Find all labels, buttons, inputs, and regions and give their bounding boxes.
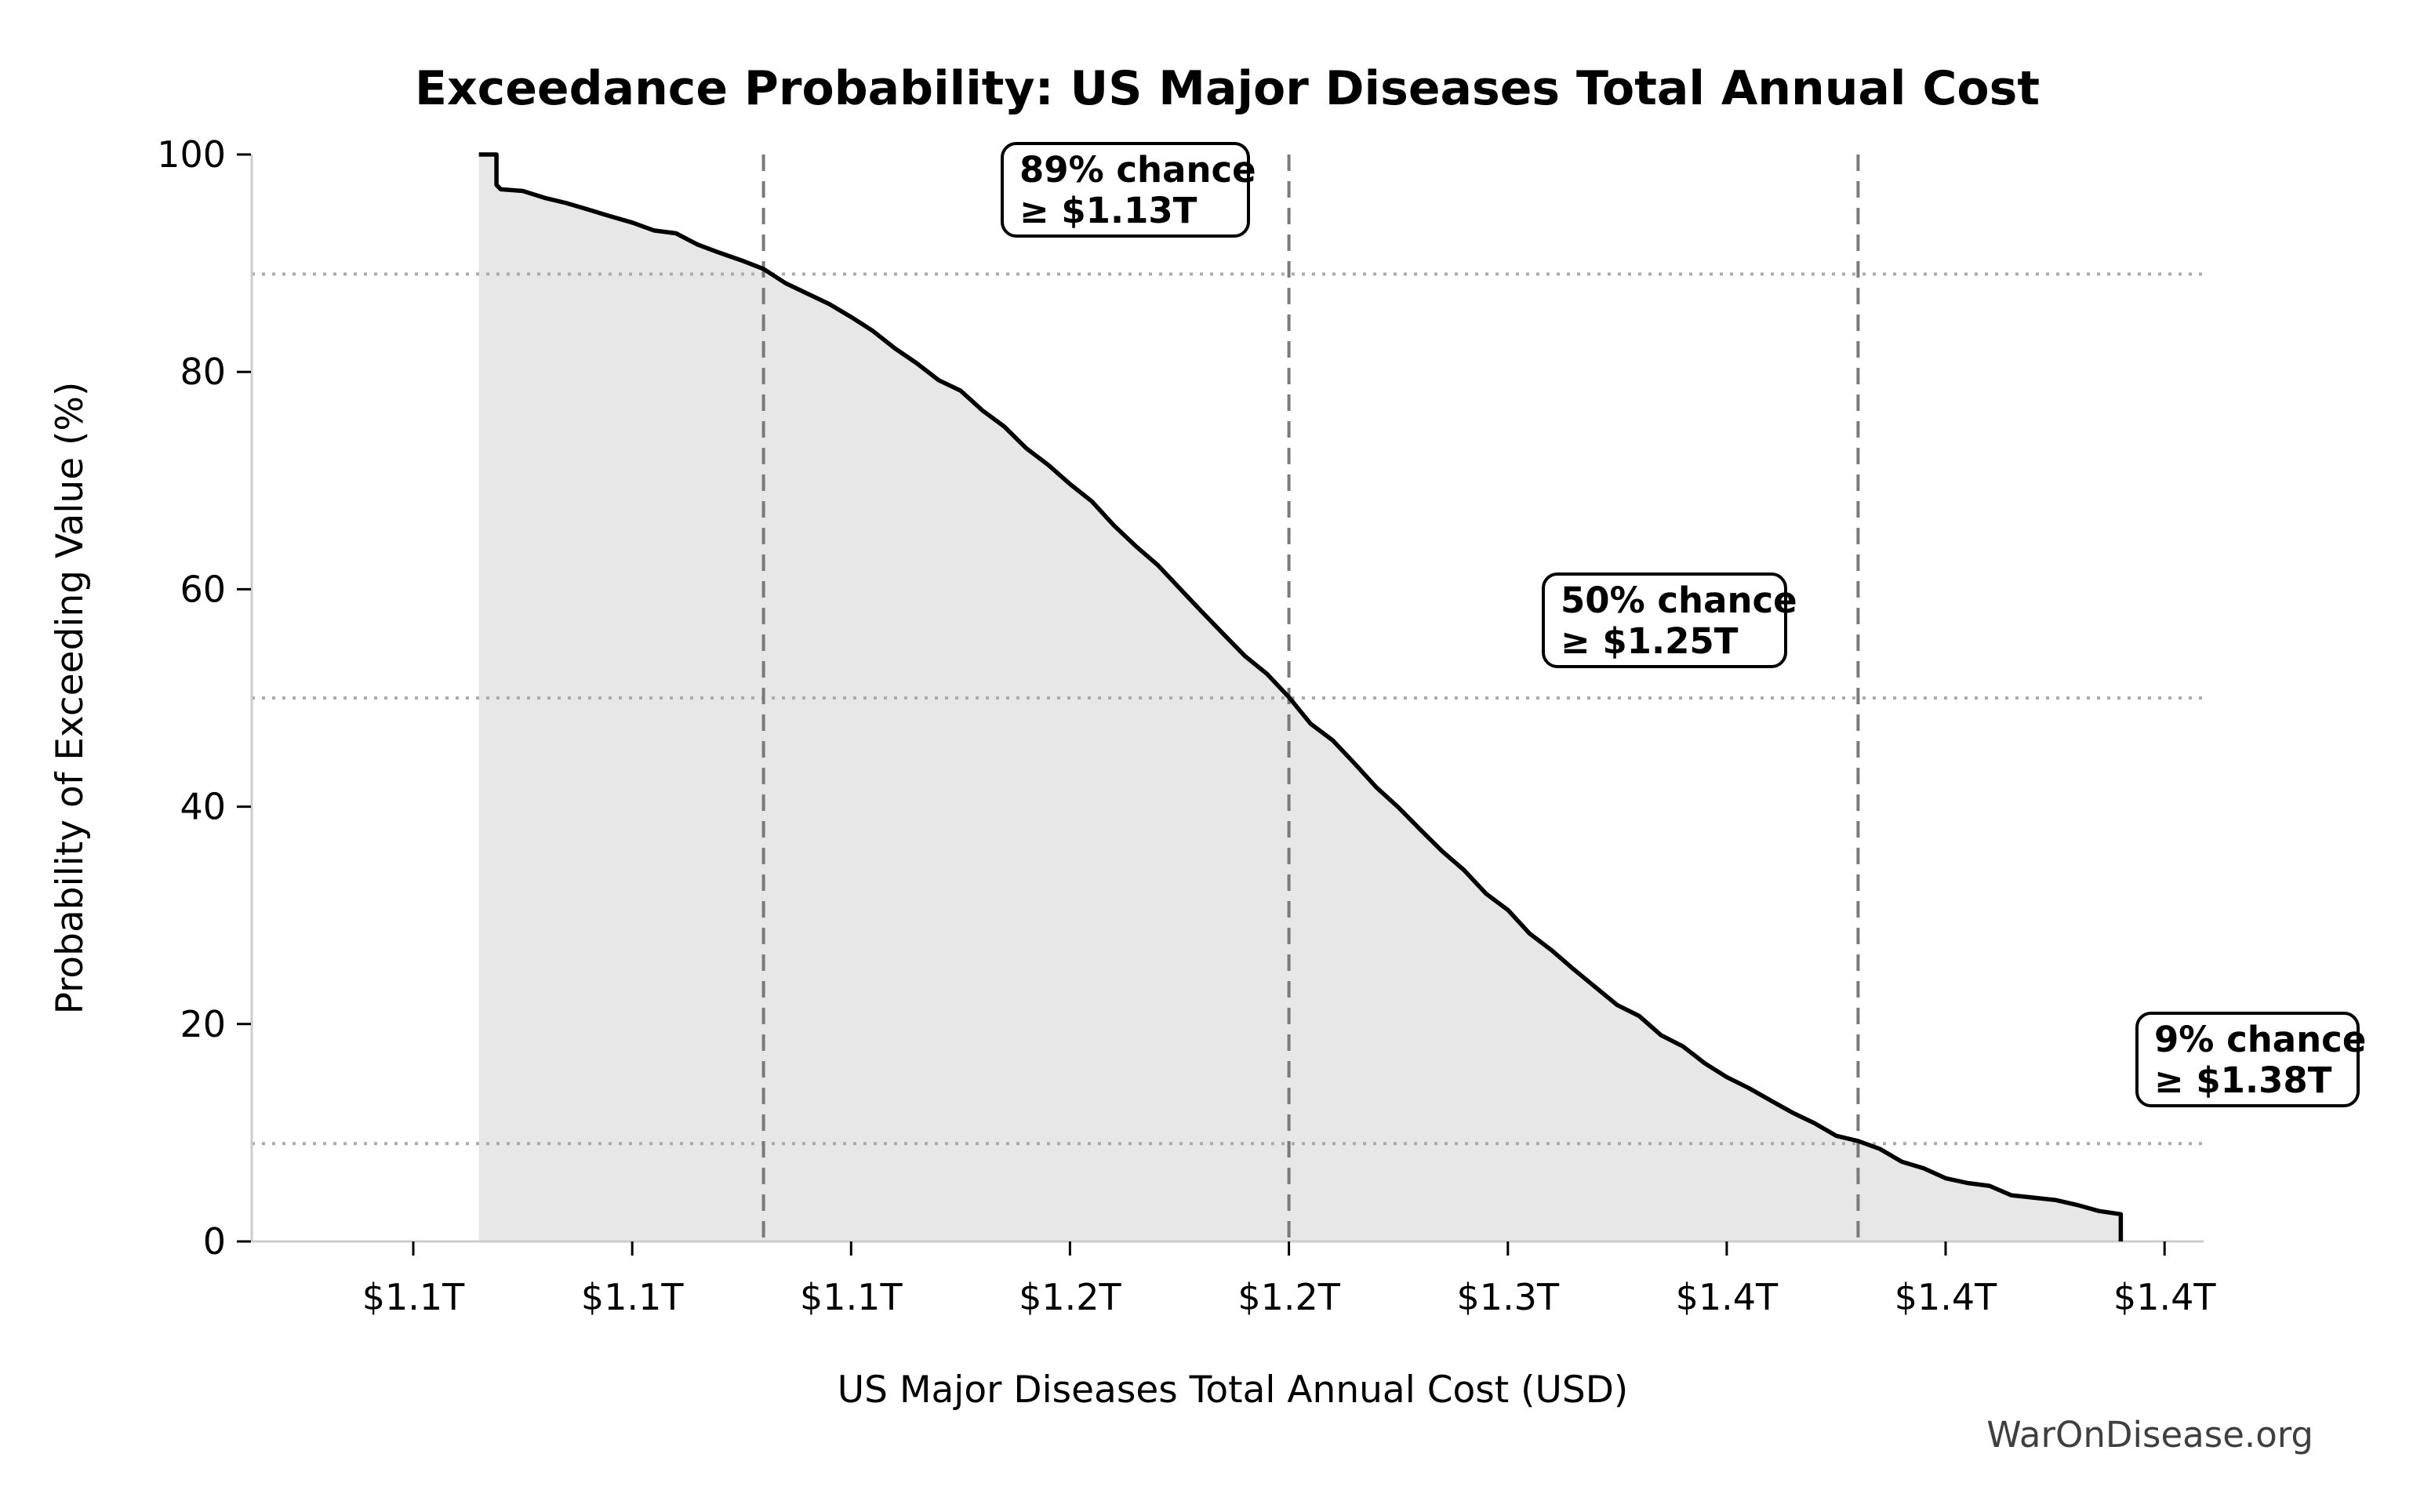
y-tick-label: 100 [157, 133, 226, 176]
x-tick-label: $1.4T [1676, 1276, 1779, 1318]
watermark: WarOnDisease.org [1986, 1414, 2313, 1456]
exceedance-curve [478, 152, 2124, 1241]
annotation-9pct-box [2135, 1012, 2360, 1107]
annotation-9pct: 9% chance ≥ $1.38T [2135, 1012, 2366, 1107]
annotation-89pct-line1: 89% chance [1019, 149, 1256, 191]
x-axis-label: US Major Diseases Total Annual Cost (USD… [838, 1368, 1628, 1412]
x-tick-label: $1.1T [800, 1276, 903, 1318]
annotation-89pct-box [1001, 142, 1250, 238]
annotation-50pct-line2: ≥ $1.25T [1561, 620, 1739, 662]
x-tick-label: $1.1T [581, 1276, 684, 1318]
x-tick-label: $1.2T [1019, 1276, 1121, 1318]
exceedance-area [478, 154, 2121, 1241]
y-axis-label: Probability of Exceeding Value (%) [49, 382, 92, 1015]
y-tick-label: 40 [180, 786, 226, 828]
y-tick-label: 0 [203, 1220, 226, 1263]
chart-title: Exceedance Probability: US Major Disease… [415, 61, 2040, 116]
x-tick-label: $1.2T [1237, 1276, 1340, 1318]
annotation-89pct: 89% chance ≥ $1.13T [1001, 142, 1256, 238]
x-tick-label: $1.3T [1457, 1276, 1560, 1318]
annotation-50pct-line1: 50% chance [1561, 580, 1797, 621]
x-tick-label: $1.4T [2113, 1276, 2216, 1318]
y-tick-label: 20 [180, 1003, 226, 1045]
annotation-9pct-line1: 9% chance [2154, 1019, 2366, 1060]
y-tick-label: 80 [180, 351, 226, 393]
x-tick-label: $1.4T [1895, 1276, 1997, 1318]
annotation-89pct-line2: ≥ $1.13T [1019, 190, 1197, 231]
annotation-50pct: 50% chance ≥ $1.25T [1542, 572, 1797, 668]
plot-layers: $1.1T $1.1T $1.1T $1.2T $1.2T $1.3T $1.4T $1.4T… [157, 133, 2216, 1318]
y-tick-label: 60 [180, 568, 226, 610]
annotation-9pct-line2: ≥ $1.38T [2154, 1059, 2332, 1101]
x-tick-label: $1.1T [362, 1276, 465, 1318]
annotation-50pct-box [1542, 572, 1787, 668]
